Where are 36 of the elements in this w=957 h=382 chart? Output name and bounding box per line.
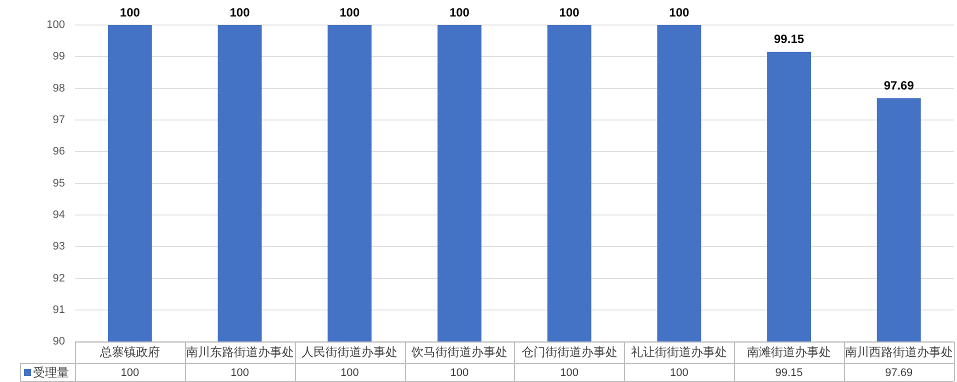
x-tick-label: 总寨镇政府 xyxy=(98,345,160,360)
text: 99.15 xyxy=(775,367,803,380)
text: 100 xyxy=(230,367,249,380)
text: 100 xyxy=(340,367,359,380)
y-tick-label: 95 xyxy=(52,177,65,190)
x-tick-label: 礼让街街道办事处 xyxy=(631,345,728,360)
y-tick-label: 92 xyxy=(52,272,65,284)
data-label: 97.69 xyxy=(884,78,914,92)
y-tick-label: 97 xyxy=(52,114,65,126)
legend-label: 受理量 xyxy=(33,365,69,380)
data-label: 100 xyxy=(230,5,250,20)
y-tick-label: 91 xyxy=(52,304,65,316)
x-tick-label: 南川西路街道办事处 xyxy=(844,345,953,360)
text: 100 xyxy=(450,367,469,380)
data-label: 100 xyxy=(449,5,470,20)
text: 100 xyxy=(560,367,579,380)
x-tick-label: 南滩街道办事处 xyxy=(747,345,832,360)
x-tick-label: 南川东路街道办事处 xyxy=(186,345,294,360)
y-tick-label: 93 xyxy=(52,240,65,253)
y-tick-label: 96 xyxy=(52,146,65,158)
y-tick-label: 94 xyxy=(52,208,65,221)
text: 97.69 xyxy=(885,367,913,380)
text: 100 xyxy=(670,367,688,380)
y-tick-label: 99 xyxy=(52,50,65,63)
y-tick-label: 100 xyxy=(46,19,65,32)
data-label: 100 xyxy=(669,5,690,20)
x-tick-label: 仓门街街道办事处 xyxy=(521,345,618,360)
y-tick-label: 98 xyxy=(52,82,65,94)
x-tick-label: 饮马街街道办事处 xyxy=(410,345,508,360)
x-tick-label: 人民街街道办事处 xyxy=(302,345,398,360)
data-label: 100 xyxy=(340,5,360,20)
text: 100 xyxy=(120,367,140,380)
data-label: 100 xyxy=(559,5,580,20)
data-label: 100 xyxy=(120,5,140,20)
data-label: 99.15 xyxy=(774,32,804,46)
y-tick-label: 90 xyxy=(52,336,65,348)
